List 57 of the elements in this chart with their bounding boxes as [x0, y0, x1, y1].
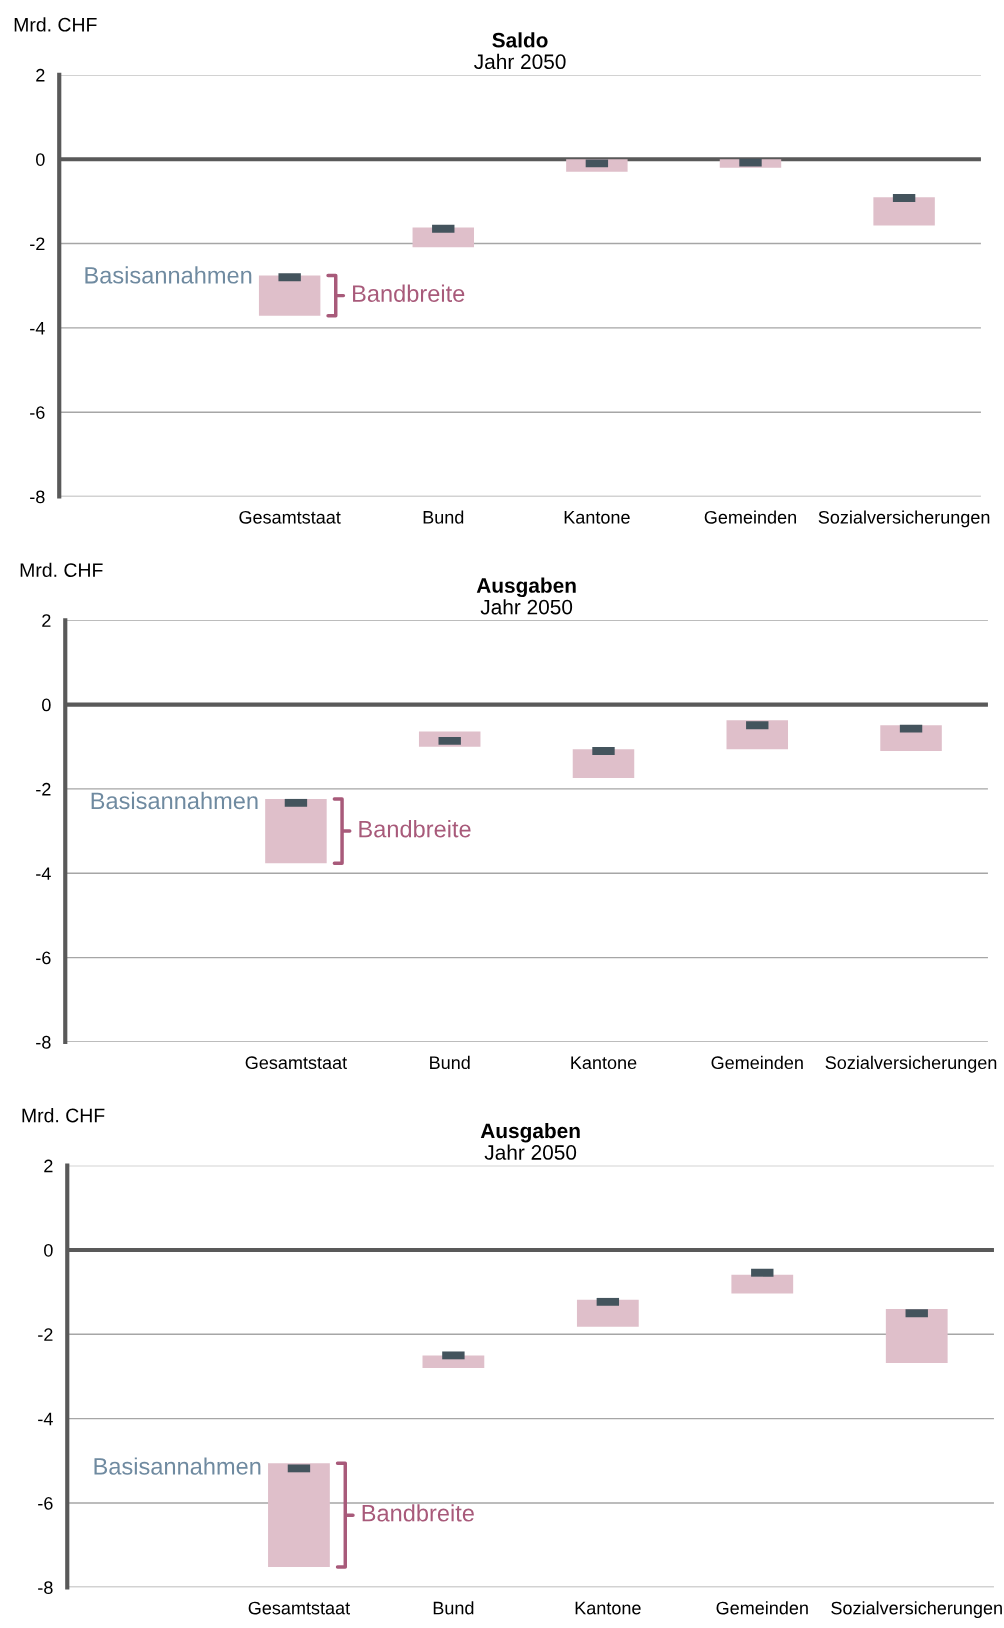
bar [268, 1463, 330, 1568]
y-tick-label: 0 [36, 153, 45, 166]
bar [572, 749, 635, 778]
annotation: Basisannahmen [91, 791, 258, 810]
y-tick-label: -6 [36, 951, 51, 965]
chart-title: Ausgaben [476, 577, 576, 598]
y-tick-label: 2 [36, 68, 45, 82]
x-tick-label: Kantone [571, 1056, 637, 1070]
chart-title: Saldo [492, 32, 548, 48]
x-tick-label: Sozialversicherungen [818, 510, 990, 528]
y-tick-label: -4 [36, 867, 51, 880]
bar [576, 1299, 639, 1327]
x-tick-label: Gemeinden [716, 1601, 808, 1615]
y-tick-label: 2 [44, 1159, 53, 1173]
bar [731, 1274, 794, 1294]
y-tick-label: -4 [30, 322, 45, 335]
y-tick-label: -2 [38, 1328, 53, 1341]
y-tick-label: -6 [30, 406, 45, 419]
y-axis-title: Mrd. CHF [14, 17, 97, 32]
x-tick-label: Bund [423, 510, 464, 524]
bar [265, 799, 327, 864]
y-tick-label: -4 [38, 1412, 53, 1426]
bar [873, 197, 935, 226]
x-tick-label: Gesamtstaat [239, 510, 341, 524]
x-tick-label: Bund [433, 1601, 474, 1615]
x-tick-label: Gemeinden [711, 1055, 803, 1070]
x-tick-label: Gesamtstaat [248, 1601, 350, 1615]
y-tick-label: -8 [38, 1581, 53, 1595]
y-axis-title: Mrd. CHF [20, 562, 103, 577]
x-tick-label: Gemeinden [704, 510, 796, 524]
annotation: Basisannahmen [94, 1457, 261, 1475]
y-tick-label: 2 [42, 614, 51, 627]
bar [885, 1309, 948, 1363]
y-tick-label: -2 [36, 782, 51, 796]
y-tick-label: 0 [42, 698, 51, 712]
y-tick-label: 0 [44, 1243, 53, 1257]
annotation: Bandbreite [353, 284, 465, 302]
chart-subtitle: Jahr 2050 [480, 599, 573, 615]
x-tick-label: Sozialversicherungen [831, 1601, 1002, 1619]
chart-subtitle: Jahr 2050 [474, 53, 566, 70]
bar [258, 275, 321, 316]
x-tick-label: Kantone [575, 1601, 641, 1615]
x-tick-label: Sozialversicherungen [825, 1055, 997, 1073]
y-tick-label: -6 [38, 1496, 53, 1510]
bar [726, 720, 789, 750]
y-tick-label: -8 [30, 490, 45, 504]
x-tick-label: Kantone [564, 511, 630, 524]
annotation: Bandbreite [359, 820, 471, 838]
x-tick-label: Gesamtstaat [245, 1056, 347, 1070]
y-axis-title: Mrd. CHF [22, 1108, 105, 1123]
x-tick-label: Bund [430, 1055, 470, 1070]
chart-subtitle: Jahr 2050 [484, 1144, 577, 1160]
y-tick-label: -2 [30, 237, 45, 251]
chart-title: Ausgaben [480, 1122, 580, 1143]
annotation: Basisannahmen [85, 266, 252, 284]
annotation: Bandbreite [362, 1504, 474, 1522]
y-tick-label: -8 [36, 1035, 51, 1049]
